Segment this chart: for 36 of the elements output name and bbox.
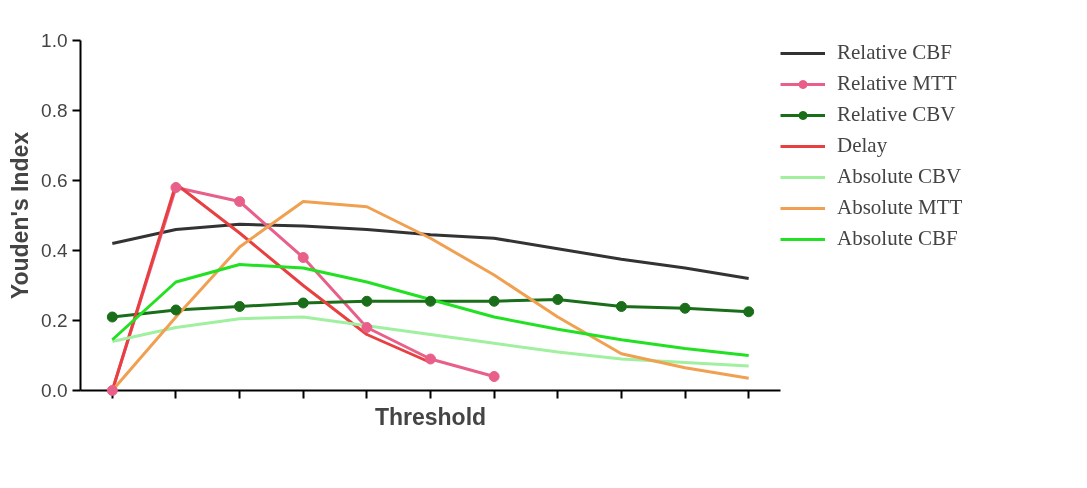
point [425, 295, 436, 307]
point [170, 304, 182, 316]
line-series [110, 315, 751, 368]
line-series [110, 222, 751, 280]
y-tick-label: 0.6 [41, 170, 68, 191]
point [106, 311, 118, 323]
legend-label: Relative MTT [837, 71, 957, 96]
y-tick-label: 0.4 [41, 240, 68, 261]
y-tick-label: 1.0 [41, 30, 68, 51]
point [615, 301, 627, 312]
legend-label: Relative CBV [837, 102, 956, 127]
point [552, 294, 564, 305]
legend-label: Absolute CBF [837, 226, 958, 251]
point [488, 295, 500, 307]
point [234, 196, 246, 207]
y-tick-label: 0.0 [41, 380, 68, 401]
point [106, 385, 118, 396]
point [425, 353, 436, 365]
legend-label: Relative CBF [837, 40, 952, 65]
x-axis-title: Threshold [374, 403, 487, 430]
point [361, 295, 373, 307]
point [361, 322, 373, 333]
y-axis-title: Youden's Index [7, 131, 34, 300]
legend-label: Delay [837, 133, 888, 158]
point [297, 252, 309, 263]
legend-label: Absolute CBV [837, 164, 962, 189]
y-tick-label: 0.8 [41, 100, 68, 121]
legend-label: Absolute MTT [837, 195, 963, 220]
point [743, 306, 755, 318]
point [234, 301, 246, 312]
point [488, 371, 500, 382]
point [679, 302, 691, 314]
point [297, 297, 309, 309]
y-tick-label: 0.2 [41, 310, 68, 331]
point [170, 182, 182, 193]
line-series [110, 263, 751, 357]
